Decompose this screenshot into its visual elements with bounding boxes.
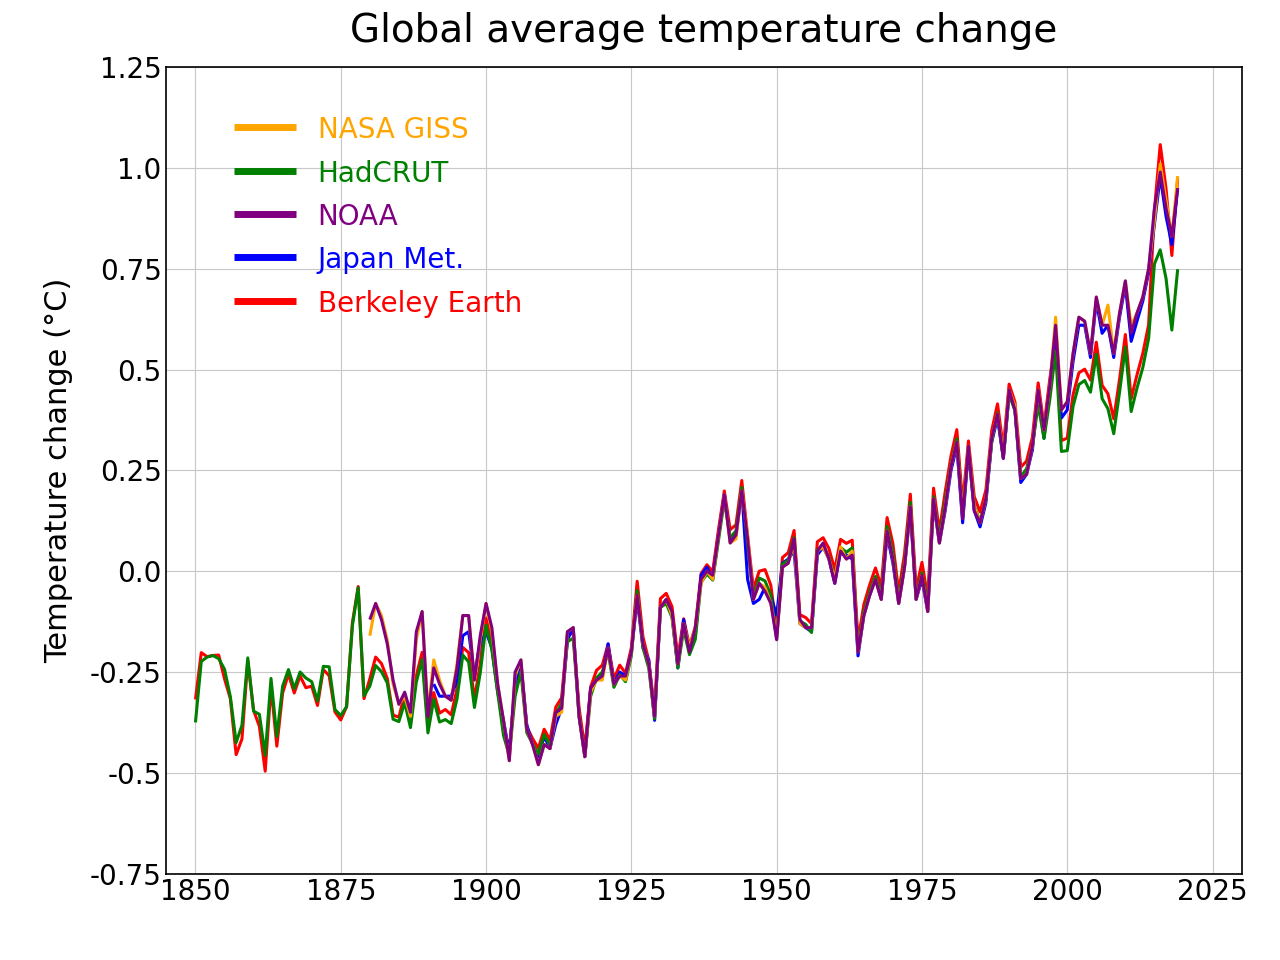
HadCRUT	[188, 716, 204, 728]
Japan Met.	[1019, 468, 1034, 480]
NASA GISS	[531, 759, 547, 771]
Title: Global average temperature change: Global average temperature change	[351, 12, 1057, 50]
NASA GISS	[1152, 158, 1167, 170]
NOAA	[705, 569, 721, 581]
HadCRUT	[1071, 379, 1087, 391]
NOAA	[769, 634, 785, 645]
NASA GISS	[392, 699, 407, 710]
NOAA	[1170, 182, 1185, 194]
Line: NASA GISS: NASA GISS	[370, 164, 1178, 765]
NASA GISS	[362, 630, 378, 641]
NASA GISS	[408, 634, 424, 645]
Line: NOAA: NOAA	[370, 172, 1178, 765]
HadCRUT	[710, 535, 726, 546]
Berkeley Earth	[559, 629, 575, 640]
Line: HadCRUT: HadCRUT	[196, 250, 1178, 756]
Legend: NASA GISS, HadCRUT, NOAA, Japan Met., Berkeley Earth: NASA GISS, HadCRUT, NOAA, Japan Met., Be…	[223, 106, 532, 328]
NOAA	[408, 626, 424, 637]
HadCRUT	[554, 697, 570, 708]
HadCRUT	[577, 751, 593, 762]
HadCRUT	[1152, 244, 1167, 255]
Berkeley Earth	[671, 652, 686, 663]
Berkeley Earth	[1170, 173, 1185, 184]
HadCRUT	[671, 662, 686, 674]
Berkeley Earth	[1152, 139, 1167, 151]
NOAA	[443, 694, 458, 706]
Japan Met.	[1152, 170, 1167, 181]
HadCRUT	[664, 612, 680, 623]
NOAA	[507, 666, 522, 678]
Y-axis label: Temperature change (°C): Temperature change (°C)	[44, 277, 73, 663]
Berkeley Earth	[333, 714, 348, 726]
Berkeley Earth	[664, 601, 680, 612]
Japan Met.	[531, 751, 547, 762]
NASA GISS	[769, 630, 785, 641]
Berkeley Earth	[1071, 367, 1087, 378]
Japan Met.	[873, 593, 888, 605]
HadCRUT	[328, 704, 343, 715]
Line: Berkeley Earth: Berkeley Earth	[196, 145, 1178, 771]
NOAA	[362, 613, 378, 625]
Japan Met.	[1170, 182, 1185, 194]
Japan Met.	[461, 626, 476, 637]
Japan Met.	[635, 642, 650, 654]
NOAA	[392, 699, 407, 710]
NASA GISS	[1170, 170, 1185, 181]
Berkeley Earth	[710, 523, 726, 535]
NOAA	[531, 759, 547, 771]
NASA GISS	[443, 694, 458, 706]
Japan Met.	[1083, 351, 1098, 363]
Japan Met.	[822, 553, 837, 564]
NOAA	[1152, 166, 1167, 178]
NASA GISS	[507, 670, 522, 682]
NASA GISS	[705, 573, 721, 585]
Japan Met.	[426, 679, 442, 690]
Berkeley Earth	[188, 694, 204, 706]
HadCRUT	[1170, 263, 1185, 275]
Berkeley Earth	[257, 765, 273, 777]
Line: Japan Met.: Japan Met.	[434, 176, 1178, 756]
